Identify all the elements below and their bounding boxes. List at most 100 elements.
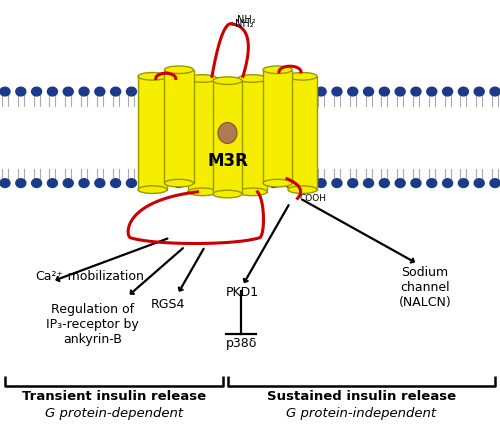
Circle shape — [442, 87, 452, 96]
Circle shape — [63, 179, 73, 187]
Circle shape — [364, 87, 374, 96]
Circle shape — [348, 179, 358, 187]
Text: Ca²⁺-mobilization: Ca²⁺-mobilization — [35, 270, 144, 283]
Circle shape — [300, 179, 310, 187]
Circle shape — [442, 179, 452, 187]
Text: G protein-dependent: G protein-dependent — [44, 407, 183, 420]
Circle shape — [364, 179, 374, 187]
Circle shape — [79, 87, 89, 96]
Circle shape — [79, 179, 89, 187]
Circle shape — [268, 87, 278, 96]
Circle shape — [316, 87, 326, 96]
Text: p38δ: p38δ — [226, 337, 258, 350]
Circle shape — [142, 179, 152, 187]
Circle shape — [348, 87, 358, 96]
Circle shape — [300, 87, 310, 96]
Circle shape — [126, 179, 136, 187]
Circle shape — [222, 87, 232, 96]
Ellipse shape — [164, 179, 194, 187]
Polygon shape — [188, 78, 217, 192]
Polygon shape — [238, 78, 267, 192]
Ellipse shape — [288, 186, 317, 194]
Circle shape — [63, 87, 73, 96]
Circle shape — [190, 179, 200, 187]
Text: PKD1: PKD1 — [226, 286, 258, 299]
Ellipse shape — [218, 123, 237, 143]
Circle shape — [158, 179, 168, 187]
Circle shape — [253, 179, 263, 187]
Circle shape — [110, 87, 120, 96]
Circle shape — [95, 87, 105, 96]
Text: Sodium
channel
(NALCN): Sodium channel (NALCN) — [398, 266, 452, 309]
Circle shape — [32, 87, 42, 96]
Ellipse shape — [138, 186, 167, 194]
Circle shape — [110, 179, 120, 187]
Circle shape — [332, 179, 342, 187]
Circle shape — [190, 87, 200, 96]
Text: Transient insulin release: Transient insulin release — [22, 390, 206, 403]
Polygon shape — [138, 76, 167, 190]
Ellipse shape — [288, 72, 317, 80]
Circle shape — [395, 87, 405, 96]
Circle shape — [474, 87, 484, 96]
Circle shape — [237, 87, 247, 96]
Circle shape — [16, 87, 26, 96]
Polygon shape — [288, 76, 317, 190]
Circle shape — [126, 87, 136, 96]
Circle shape — [490, 179, 500, 187]
Circle shape — [268, 179, 278, 187]
Circle shape — [174, 87, 184, 96]
Ellipse shape — [188, 75, 217, 82]
Ellipse shape — [138, 72, 167, 80]
Circle shape — [0, 179, 10, 187]
Polygon shape — [263, 70, 292, 183]
Text: NH₂: NH₂ — [238, 15, 256, 25]
Circle shape — [237, 179, 247, 187]
Circle shape — [284, 87, 294, 96]
Circle shape — [142, 87, 152, 96]
Text: Sustained insulin release: Sustained insulin release — [266, 390, 456, 403]
Circle shape — [316, 179, 326, 187]
Circle shape — [427, 87, 437, 96]
Circle shape — [206, 179, 216, 187]
Circle shape — [284, 179, 294, 187]
Circle shape — [332, 87, 342, 96]
Text: RGS4: RGS4 — [150, 298, 184, 311]
Circle shape — [253, 87, 263, 96]
Ellipse shape — [263, 179, 292, 187]
Polygon shape — [213, 81, 242, 194]
Circle shape — [0, 87, 10, 96]
Ellipse shape — [213, 77, 242, 85]
Circle shape — [16, 179, 26, 187]
Circle shape — [395, 179, 405, 187]
Circle shape — [206, 87, 216, 96]
Text: M3R: M3R — [207, 152, 248, 170]
Ellipse shape — [213, 190, 242, 198]
Circle shape — [458, 179, 468, 187]
Circle shape — [380, 87, 390, 96]
Circle shape — [427, 179, 437, 187]
Circle shape — [174, 179, 184, 187]
Ellipse shape — [164, 66, 194, 74]
Circle shape — [158, 87, 168, 96]
Circle shape — [411, 87, 421, 96]
Text: G protein-independent: G protein-independent — [286, 407, 436, 420]
Ellipse shape — [263, 66, 292, 74]
Ellipse shape — [238, 188, 267, 196]
Circle shape — [32, 179, 42, 187]
Text: COOH: COOH — [300, 194, 327, 203]
Text: NH₂: NH₂ — [234, 19, 253, 29]
Circle shape — [458, 87, 468, 96]
Circle shape — [474, 179, 484, 187]
Text: Regulation of
IP₃-receptor by
ankyrin-B: Regulation of IP₃-receptor by ankyrin-B — [46, 303, 139, 346]
Circle shape — [222, 179, 232, 187]
Circle shape — [490, 87, 500, 96]
Circle shape — [95, 179, 105, 187]
Circle shape — [411, 179, 421, 187]
Circle shape — [48, 87, 58, 96]
Ellipse shape — [238, 75, 267, 82]
Circle shape — [48, 179, 58, 187]
Polygon shape — [164, 70, 194, 183]
Circle shape — [380, 179, 390, 187]
Ellipse shape — [188, 188, 217, 196]
